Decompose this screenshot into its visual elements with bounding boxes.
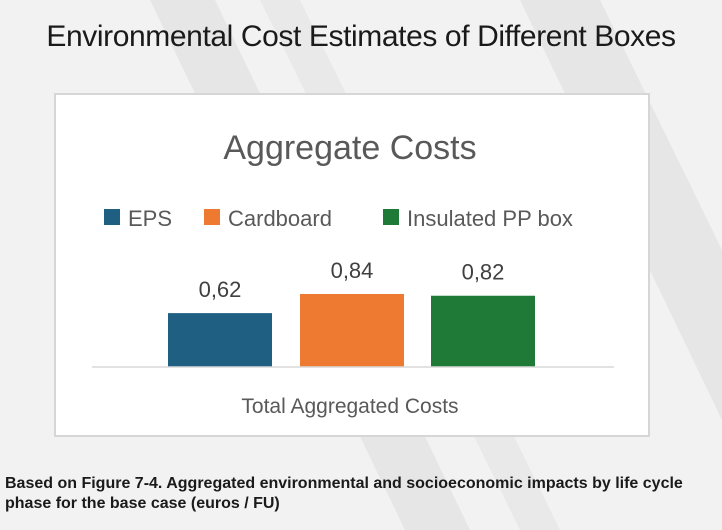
slide-title: Environmental Cost Estimates of Differen… (46, 20, 676, 53)
aggregate-costs-chart: Aggregate Costs EPS Cardboard Insulated PP… (92, 129, 614, 418)
data-label: 0,62 (199, 277, 242, 302)
bar-insulated-pp-box (431, 295, 535, 367)
legend-label: Cardboard (228, 206, 332, 231)
x-category-label: Total Aggregated Costs (241, 395, 458, 418)
chart-title: Aggregate Costs (223, 129, 476, 167)
data-label: 0,84 (331, 258, 374, 283)
bar-cardboard (300, 294, 404, 367)
legend-swatch (204, 209, 220, 225)
chart-bars: 0,62 0,84 0,82 (168, 258, 535, 367)
legend-swatch (104, 209, 120, 225)
chart-panel: Aggregate Costs EPS Cardboard Insulated PP… (54, 93, 650, 437)
bar-eps (168, 313, 272, 367)
data-label: 0,82 (462, 260, 505, 285)
figure-caption: Based on Figure 7-4. Aggregated environm… (5, 475, 683, 512)
legend-label: Insulated PP box (407, 206, 573, 231)
legend-label: EPS (128, 206, 172, 231)
chart-legend: EPS Cardboard Insulated PP box (104, 206, 573, 231)
legend-swatch (383, 209, 399, 225)
